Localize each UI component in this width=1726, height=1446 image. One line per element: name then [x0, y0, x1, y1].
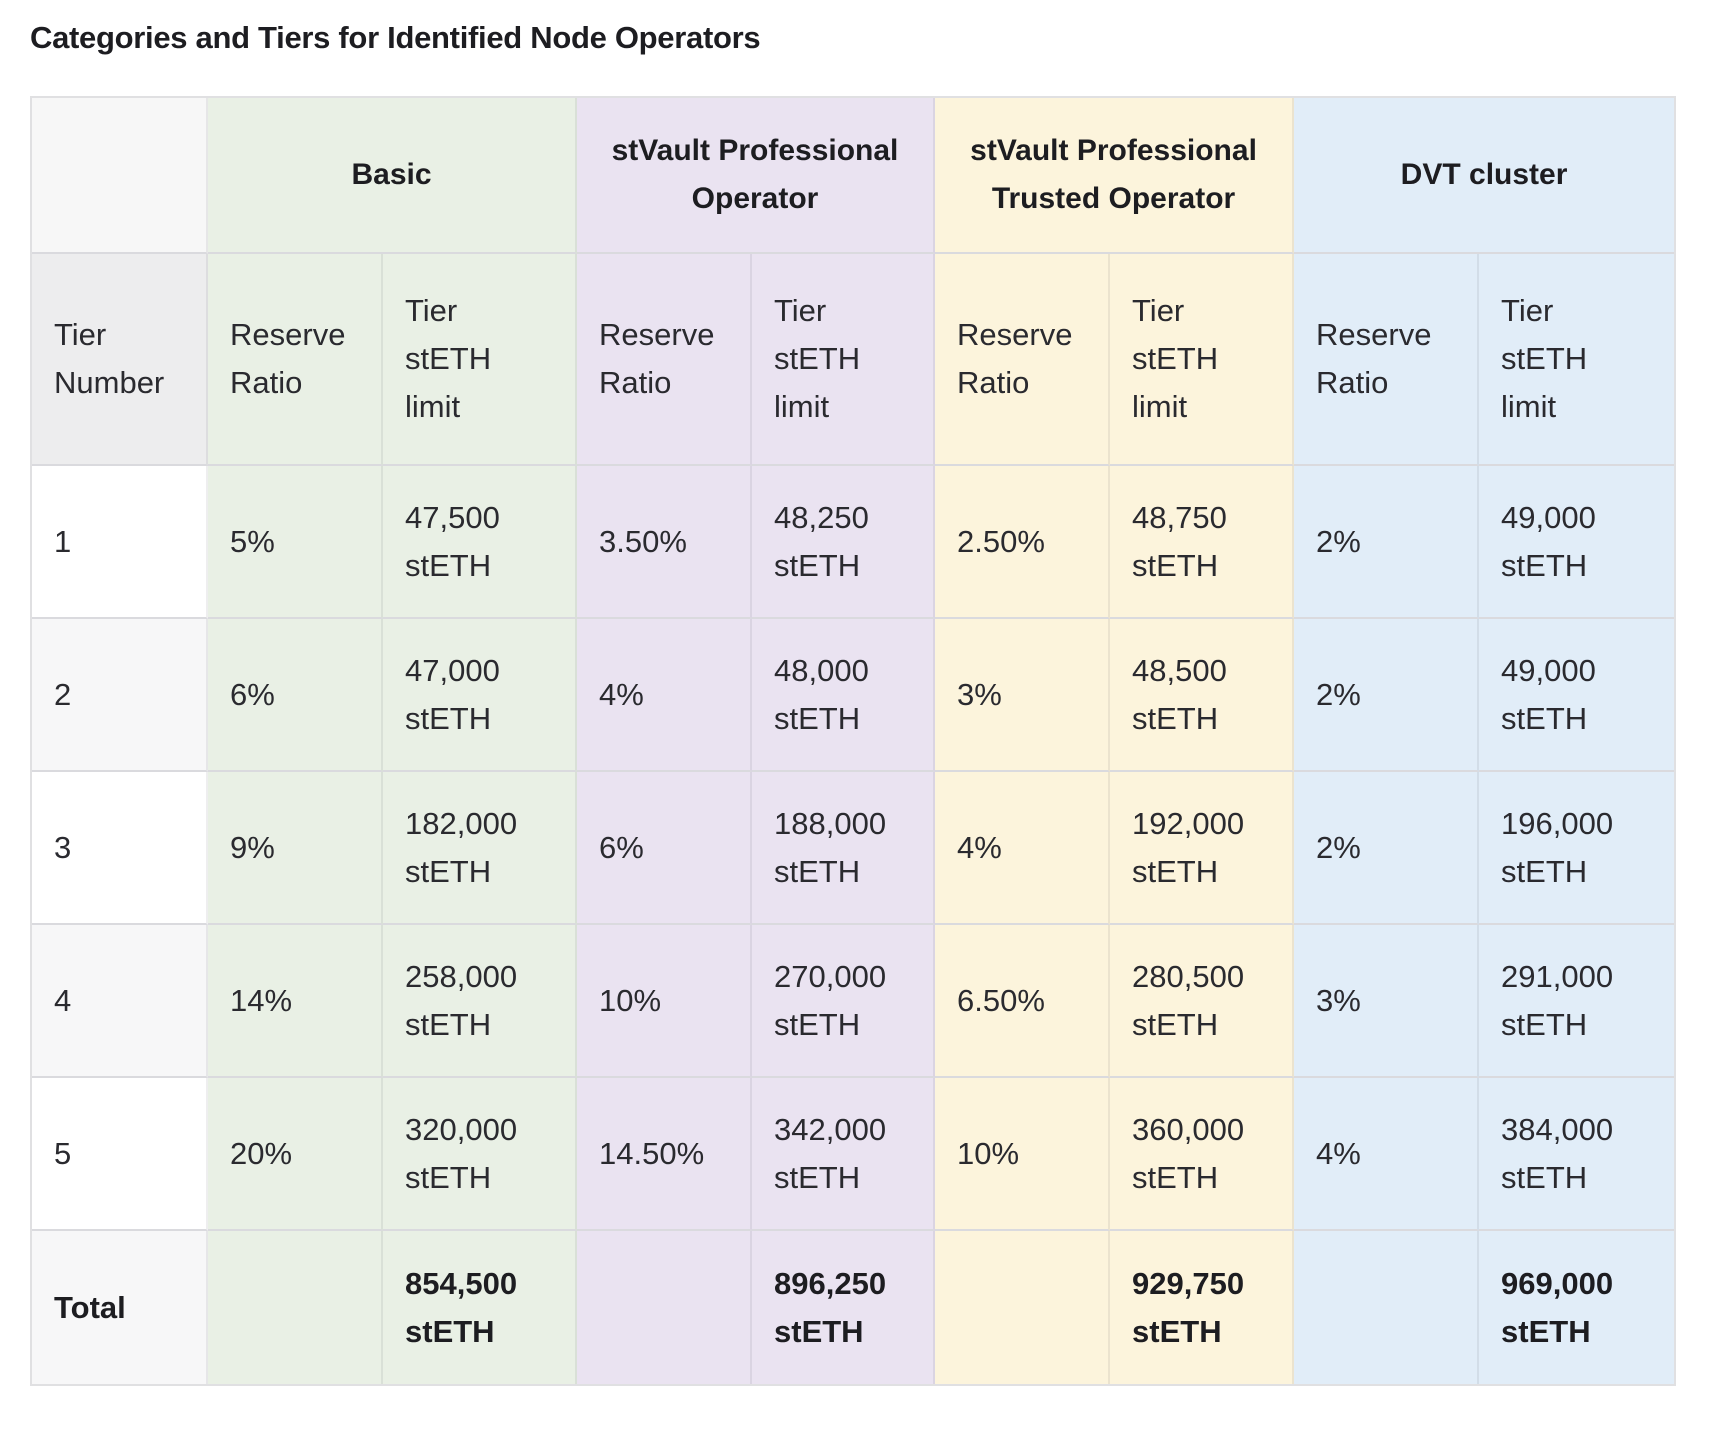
table-row-total: Total 854,500 stETH 896,250 stETH 929,75…: [32, 1231, 1675, 1384]
basic-steth-limit-cell: 47,000 stETH: [383, 619, 577, 772]
dvt-total-reserve-empty-cell: [1294, 1231, 1480, 1384]
trusted-tier-steth-limit-header: Tier stETH limit: [1110, 254, 1295, 466]
basic-reserve-ratio-cell: 20%: [208, 1078, 383, 1231]
dvt-reserve-ratio-header: Reserve Ratio: [1294, 254, 1480, 466]
dvt-reserve-ratio-cell: 2%: [1294, 466, 1480, 619]
table-row-tier-3: 3 9% 182,000 stETH 6% 188,000 stETH 4% 1…: [32, 772, 1675, 925]
trusted-steth-limit-cell: 360,000 stETH: [1110, 1078, 1295, 1231]
dvt-total-steth-cell: 969,000 stETH: [1479, 1231, 1675, 1384]
pro-steth-limit-cell: 188,000 stETH: [752, 772, 936, 925]
dvt-steth-limit-cell: 49,000 stETH: [1479, 466, 1675, 619]
dvt-steth-limit-cell: 384,000 stETH: [1479, 1078, 1675, 1231]
total-label-cell: Total: [32, 1231, 208, 1384]
basic-total-steth-cell: 854,500 stETH: [383, 1231, 577, 1384]
dvt-reserve-ratio-cell: 3%: [1294, 925, 1480, 1078]
pro-total-reserve-empty-cell: [577, 1231, 752, 1384]
dvt-reserve-ratio-cell: 2%: [1294, 772, 1480, 925]
group-header-stvault-professional-operator: stVault Professional Operator: [577, 98, 936, 254]
tiers-table: Basic stVault Professional Operator stVa…: [30, 96, 1677, 1386]
group-header-row: Basic stVault Professional Operator stVa…: [32, 98, 1675, 254]
tier-cell: 4: [32, 925, 208, 1078]
table-row-tier-2: 2 6% 47,000 stETH 4% 48,000 stETH 3% 48,…: [32, 619, 1675, 772]
group-header-stvault-professional-trusted-operator: stVault Professional Trusted Operator: [935, 98, 1295, 254]
pro-steth-limit-cell: 48,000 stETH: [752, 619, 936, 772]
basic-reserve-ratio-cell: 6%: [208, 619, 383, 772]
trusted-steth-limit-cell: 280,500 stETH: [1110, 925, 1295, 1078]
table-row-tier-4: 4 14% 258,000 stETH 10% 270,000 stETH 6.…: [32, 925, 1675, 1078]
basic-tier-steth-limit-header: Tier stETH limit: [383, 254, 577, 466]
page: Categories and Tiers for Identified Node…: [30, 20, 1677, 1386]
basic-reserve-ratio-header: Reserve Ratio: [208, 254, 383, 466]
basic-steth-limit-cell: 182,000 stETH: [383, 772, 577, 925]
column-header-row: Tier Number Reserve Ratio Tier stETH lim…: [32, 254, 1675, 466]
pro-reserve-ratio-cell: 10%: [577, 925, 752, 1078]
basic-steth-limit-cell: 320,000 stETH: [383, 1078, 577, 1231]
corner-cell: [32, 98, 208, 254]
trusted-steth-limit-cell: 48,750 stETH: [1110, 466, 1295, 619]
tier-cell: 5: [32, 1078, 208, 1231]
basic-reserve-ratio-cell: 9%: [208, 772, 383, 925]
basic-reserve-ratio-cell: 5%: [208, 466, 383, 619]
table-row-tier-5: 5 20% 320,000 stETH 14.50% 342,000 stETH…: [32, 1078, 1675, 1231]
page-title: Categories and Tiers for Identified Node…: [30, 20, 761, 55]
group-header-basic: Basic: [208, 98, 577, 254]
pro-total-steth-cell: 896,250 stETH: [752, 1231, 936, 1384]
table-row-tier-1: 1 5% 47,500 stETH 3.50% 48,250 stETH 2.5…: [32, 466, 1675, 619]
dvt-reserve-ratio-cell: 2%: [1294, 619, 1480, 772]
basic-total-reserve-empty-cell: [208, 1231, 383, 1384]
basic-steth-limit-cell: 258,000 stETH: [383, 925, 577, 1078]
dvt-steth-limit-cell: 49,000 stETH: [1479, 619, 1675, 772]
pro-reserve-ratio-header: Reserve Ratio: [577, 254, 752, 466]
trusted-reserve-ratio-cell: 10%: [935, 1078, 1111, 1231]
trusted-reserve-ratio-cell: 4%: [935, 772, 1111, 925]
tier-cell: 1: [32, 466, 208, 619]
tier-cell: 2: [32, 619, 208, 772]
trusted-reserve-ratio-cell: 2.50%: [935, 466, 1111, 619]
tier-cell: 3: [32, 772, 208, 925]
pro-tier-steth-limit-header: Tier stETH limit: [752, 254, 936, 466]
trusted-steth-limit-cell: 192,000 stETH: [1110, 772, 1295, 925]
trusted-total-reserve-empty-cell: [935, 1231, 1111, 1384]
trusted-reserve-ratio-cell: 6.50%: [935, 925, 1111, 1078]
dvt-steth-limit-cell: 291,000 stETH: [1479, 925, 1675, 1078]
basic-steth-limit-cell: 47,500 stETH: [383, 466, 577, 619]
trusted-steth-limit-cell: 48,500 stETH: [1110, 619, 1295, 772]
pro-steth-limit-cell: 48,250 stETH: [752, 466, 936, 619]
pro-steth-limit-cell: 270,000 stETH: [752, 925, 936, 1078]
group-header-dvt-cluster: DVT cluster: [1294, 98, 1675, 254]
pro-reserve-ratio-cell: 3.50%: [577, 466, 752, 619]
pro-reserve-ratio-cell: 14.50%: [577, 1078, 752, 1231]
dvt-steth-limit-cell: 196,000 stETH: [1479, 772, 1675, 925]
trusted-total-steth-cell: 929,750 stETH: [1110, 1231, 1295, 1384]
dvt-reserve-ratio-cell: 4%: [1294, 1078, 1480, 1231]
dvt-tier-steth-limit-header: Tier stETH limit: [1479, 254, 1675, 466]
trusted-reserve-ratio-cell: 3%: [935, 619, 1111, 772]
tier-number-header: Tier Number: [32, 254, 208, 466]
basic-reserve-ratio-cell: 14%: [208, 925, 383, 1078]
pro-reserve-ratio-cell: 4%: [577, 619, 752, 772]
pro-steth-limit-cell: 342,000 stETH: [752, 1078, 936, 1231]
trusted-reserve-ratio-header: Reserve Ratio: [935, 254, 1111, 466]
pro-reserve-ratio-cell: 6%: [577, 772, 752, 925]
